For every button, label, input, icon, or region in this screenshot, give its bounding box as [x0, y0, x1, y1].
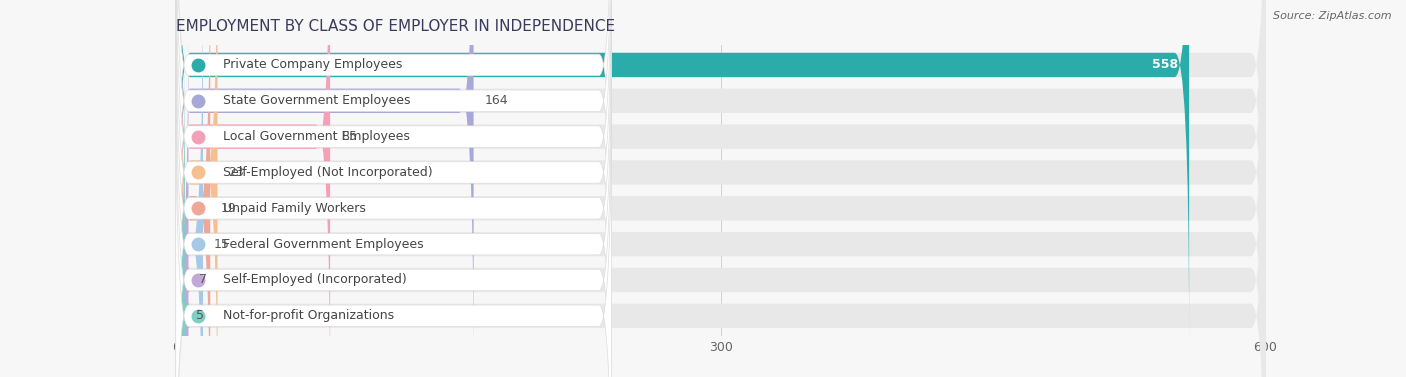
FancyBboxPatch shape: [176, 0, 1265, 339]
Text: EMPLOYMENT BY CLASS OF EMPLOYER IN INDEPENDENCE: EMPLOYMENT BY CLASS OF EMPLOYER IN INDEP…: [176, 19, 614, 34]
FancyBboxPatch shape: [176, 0, 211, 377]
FancyBboxPatch shape: [176, 0, 1265, 377]
FancyBboxPatch shape: [170, 41, 190, 377]
FancyBboxPatch shape: [176, 0, 218, 377]
Text: Source: ZipAtlas.com: Source: ZipAtlas.com: [1274, 11, 1392, 21]
Text: 23: 23: [228, 166, 245, 179]
FancyBboxPatch shape: [176, 5, 1265, 377]
FancyBboxPatch shape: [176, 0, 612, 305]
FancyBboxPatch shape: [176, 0, 1265, 377]
Text: 5: 5: [195, 309, 204, 322]
FancyBboxPatch shape: [176, 0, 1265, 375]
FancyBboxPatch shape: [176, 0, 330, 377]
Text: Local Government Employees: Local Government Employees: [224, 130, 409, 143]
FancyBboxPatch shape: [176, 4, 612, 377]
FancyBboxPatch shape: [176, 41, 1265, 377]
Text: 19: 19: [221, 202, 236, 215]
Text: Federal Government Employees: Federal Government Employees: [224, 238, 423, 251]
FancyBboxPatch shape: [176, 0, 612, 341]
Text: Private Company Employees: Private Company Employees: [224, 58, 402, 72]
Text: 85: 85: [342, 130, 357, 143]
Text: Not-for-profit Organizations: Not-for-profit Organizations: [224, 309, 394, 322]
FancyBboxPatch shape: [176, 0, 1265, 377]
FancyBboxPatch shape: [176, 0, 612, 377]
Text: 15: 15: [214, 238, 229, 251]
Text: Unpaid Family Workers: Unpaid Family Workers: [224, 202, 366, 215]
FancyBboxPatch shape: [176, 0, 202, 377]
Text: 164: 164: [485, 94, 508, 107]
Text: Self-Employed (Incorporated): Self-Employed (Incorporated): [224, 273, 406, 287]
Text: Self-Employed (Not Incorporated): Self-Employed (Not Incorporated): [224, 166, 433, 179]
FancyBboxPatch shape: [176, 76, 612, 377]
FancyBboxPatch shape: [174, 5, 190, 377]
FancyBboxPatch shape: [176, 0, 612, 377]
FancyBboxPatch shape: [176, 40, 612, 377]
FancyBboxPatch shape: [176, 0, 612, 377]
Text: 558: 558: [1152, 58, 1178, 72]
Text: State Government Employees: State Government Employees: [224, 94, 411, 107]
FancyBboxPatch shape: [176, 0, 1189, 339]
FancyBboxPatch shape: [176, 0, 1265, 377]
FancyBboxPatch shape: [176, 0, 474, 375]
Text: 7: 7: [200, 273, 207, 287]
